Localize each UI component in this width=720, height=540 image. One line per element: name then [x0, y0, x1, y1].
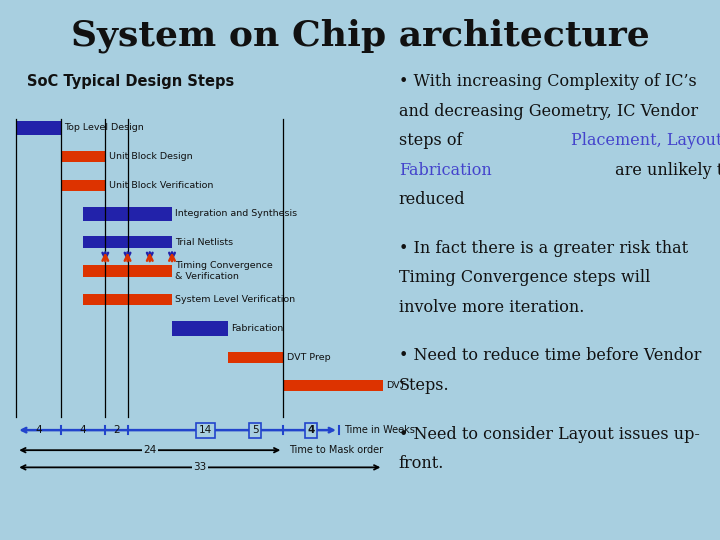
Text: Integration and Synthesis: Integration and Synthesis: [176, 210, 297, 218]
Text: Fabrication: Fabrication: [231, 324, 283, 333]
Text: DVT: DVT: [387, 381, 406, 390]
Bar: [60, 180, 105, 191]
Text: Fabrication: Fabrication: [399, 161, 492, 179]
Text: steps of: steps of: [399, 132, 467, 149]
Text: • Need to consider Layout issues up-: • Need to consider Layout issues up-: [399, 426, 700, 442]
Text: SoC Typical Design Steps: SoC Typical Design Steps: [27, 75, 235, 90]
Text: • In fact there is a greater risk that: • In fact there is a greater risk that: [399, 240, 688, 256]
Text: System on Chip architecture: System on Chip architecture: [71, 18, 649, 53]
Text: reduced: reduced: [399, 191, 465, 208]
Text: Time in Weeks: Time in Weeks: [344, 425, 415, 435]
Text: 2: 2: [113, 425, 120, 435]
Text: System Level Verification: System Level Verification: [176, 295, 295, 304]
Text: 33: 33: [193, 462, 207, 472]
Text: Trial Netlists: Trial Netlists: [176, 238, 233, 247]
Bar: [17, 120, 60, 135]
Text: Time to Mask order: Time to Mask order: [289, 445, 383, 455]
Bar: [83, 265, 172, 277]
Text: 24: 24: [143, 445, 156, 455]
Text: Unit Block Design: Unit Block Design: [109, 152, 192, 161]
Bar: [83, 294, 172, 305]
Text: 14: 14: [199, 425, 212, 435]
Text: Unit Block Verification: Unit Block Verification: [109, 181, 213, 190]
Text: 4: 4: [80, 425, 86, 435]
Bar: [83, 207, 172, 221]
Bar: [283, 380, 383, 391]
Text: • Need to reduce time before Vendor: • Need to reduce time before Vendor: [399, 347, 701, 365]
Bar: [172, 321, 228, 335]
Text: Steps.: Steps.: [399, 377, 449, 394]
Text: DVT Prep: DVT Prep: [287, 353, 330, 362]
Text: Top Level Design: Top Level Design: [64, 123, 144, 132]
Bar: [60, 151, 105, 162]
Text: front.: front.: [399, 455, 444, 472]
Text: 4: 4: [307, 425, 315, 435]
Text: and decreasing Geometry, IC Vendor: and decreasing Geometry, IC Vendor: [399, 103, 698, 120]
Text: are unlikely to be greatly: are unlikely to be greatly: [610, 161, 720, 179]
Text: Timing Convergence
& Verification: Timing Convergence & Verification: [176, 261, 273, 281]
Text: involve more iteration.: involve more iteration.: [399, 299, 584, 315]
Text: • With increasing Complexity of IC’s: • With increasing Complexity of IC’s: [399, 73, 696, 90]
Text: 5: 5: [252, 425, 258, 435]
Bar: [83, 237, 172, 248]
Bar: [228, 352, 283, 362]
Text: 4: 4: [35, 425, 42, 435]
Text: Timing Convergence steps will: Timing Convergence steps will: [399, 269, 650, 286]
Text: Placement, Layout: Placement, Layout: [571, 132, 720, 149]
